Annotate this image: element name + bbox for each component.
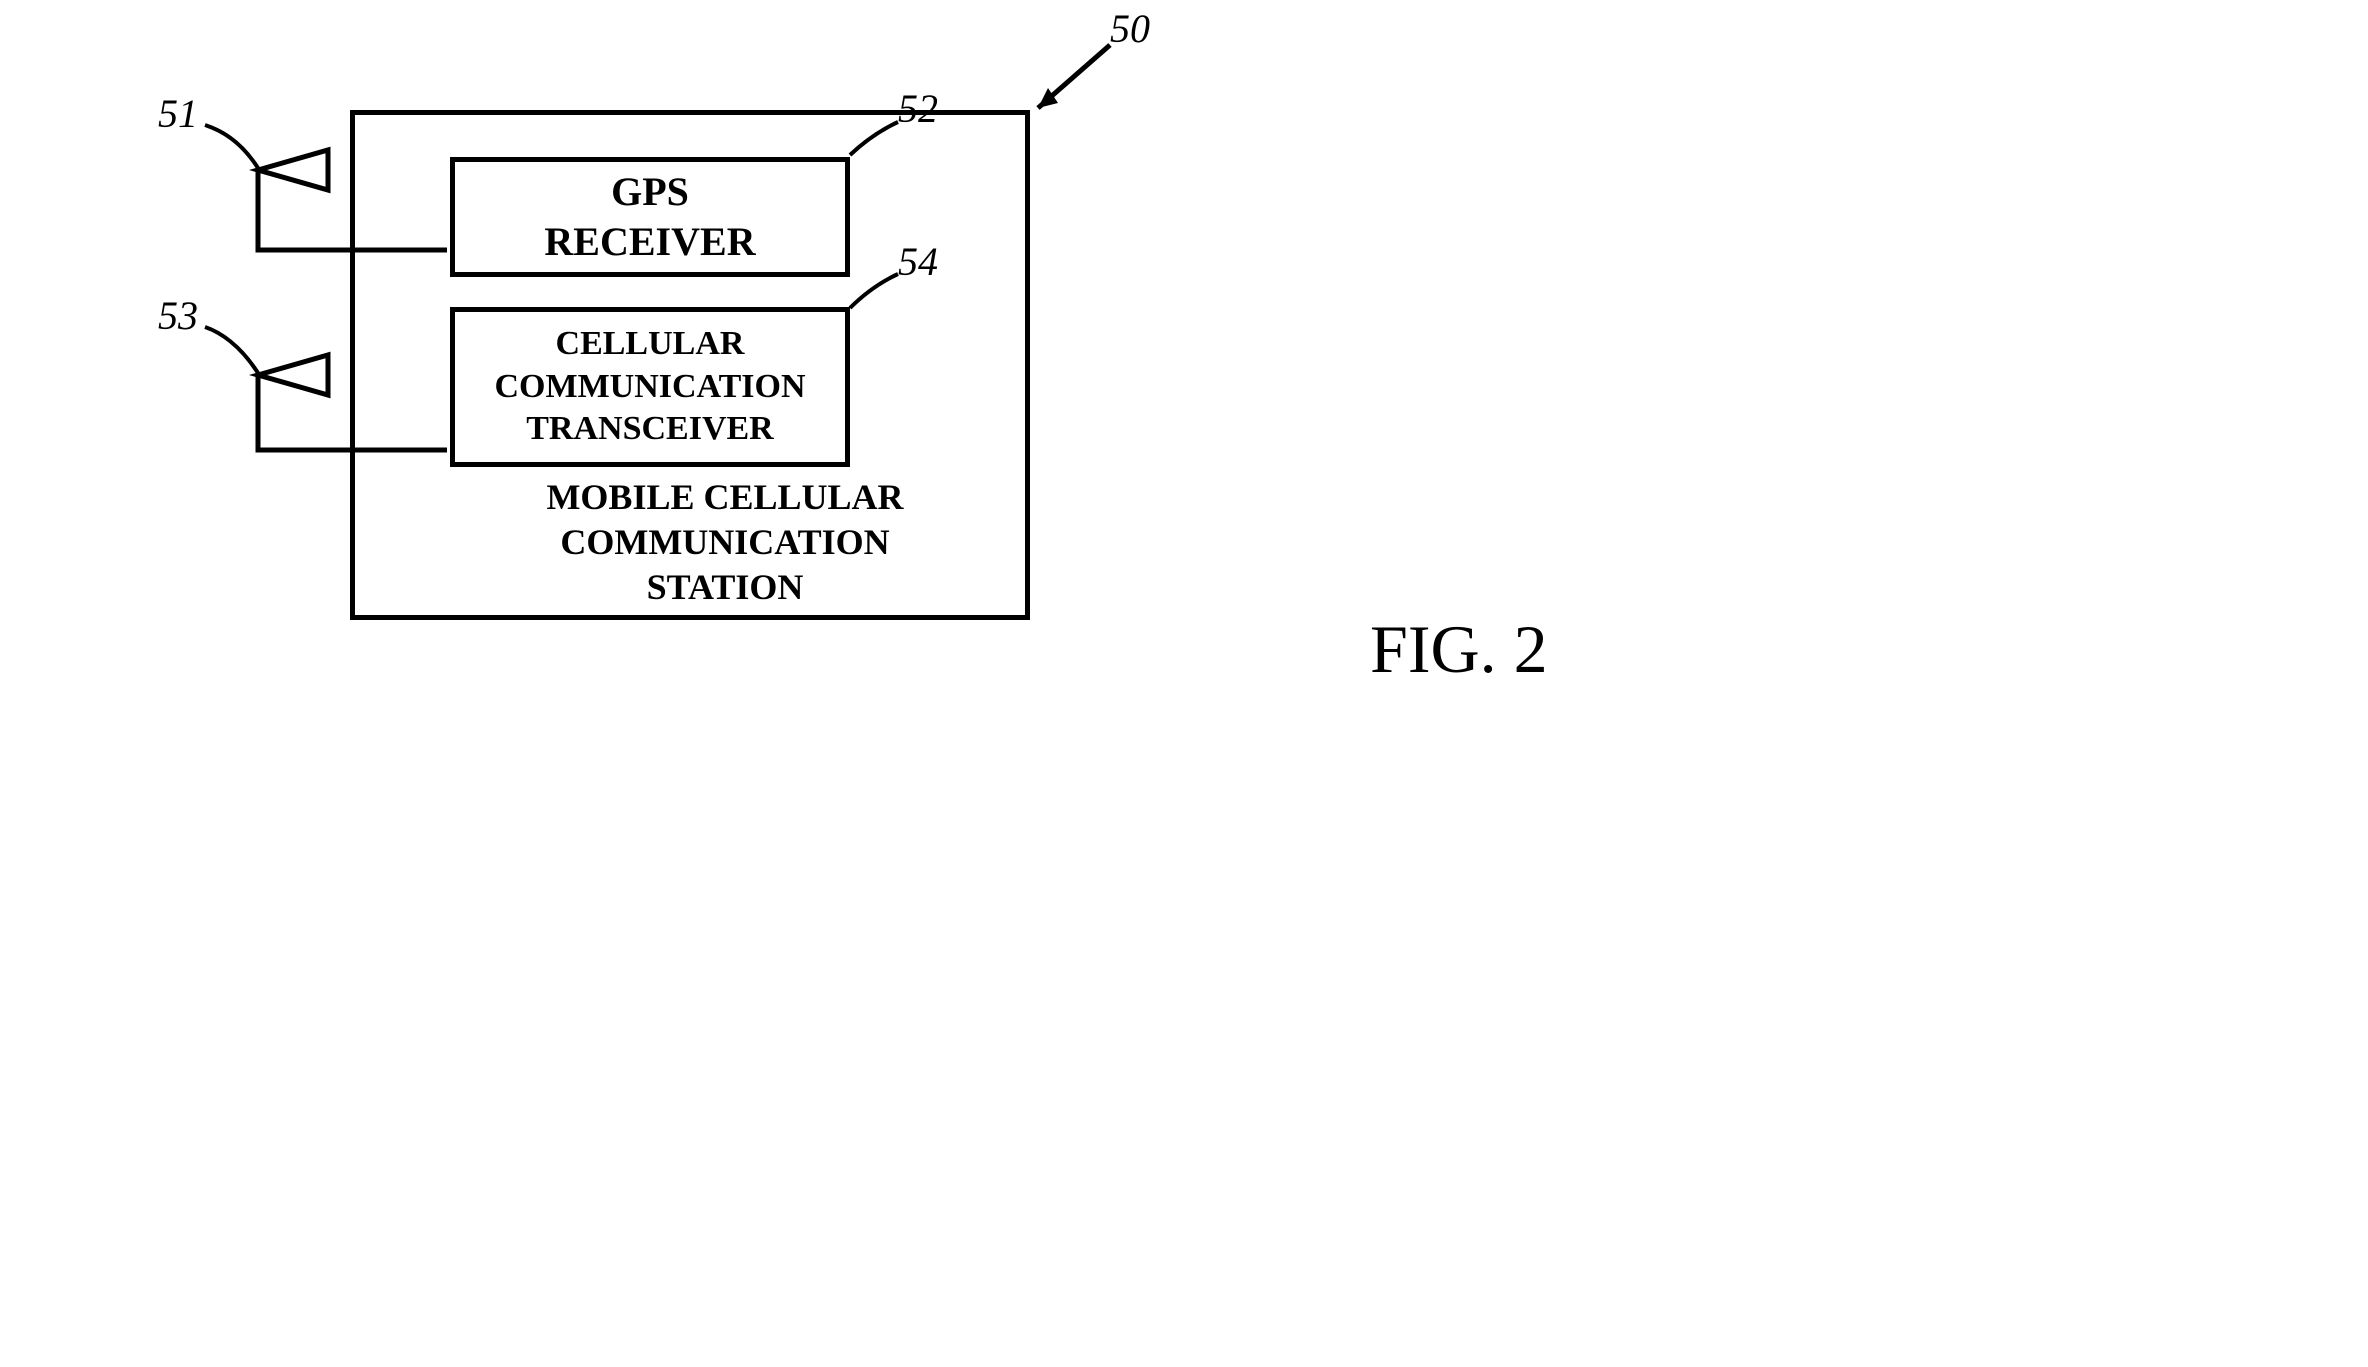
- ref-51-label: 51: [158, 90, 198, 137]
- ref-50-arrow-icon: [1038, 45, 1110, 108]
- ref-52-label: 52: [898, 85, 938, 132]
- figure-caption: FIG. 2: [1370, 610, 1548, 689]
- ref-50-label: 50: [1110, 5, 1150, 52]
- gps-antenna-icon: [205, 125, 447, 250]
- ref-54-callout-icon: [850, 274, 898, 308]
- ref-54-label: 54: [898, 238, 938, 285]
- ref-52-callout-icon: [850, 122, 898, 155]
- diagram-container: GPS RECEIVER CELLULAR COMMUNICATION TRAN…: [150, 100, 1050, 900]
- ref-53-label: 53: [158, 292, 198, 339]
- cellular-antenna-icon: [205, 327, 447, 450]
- diagram-svg: [150, 100, 1050, 900]
